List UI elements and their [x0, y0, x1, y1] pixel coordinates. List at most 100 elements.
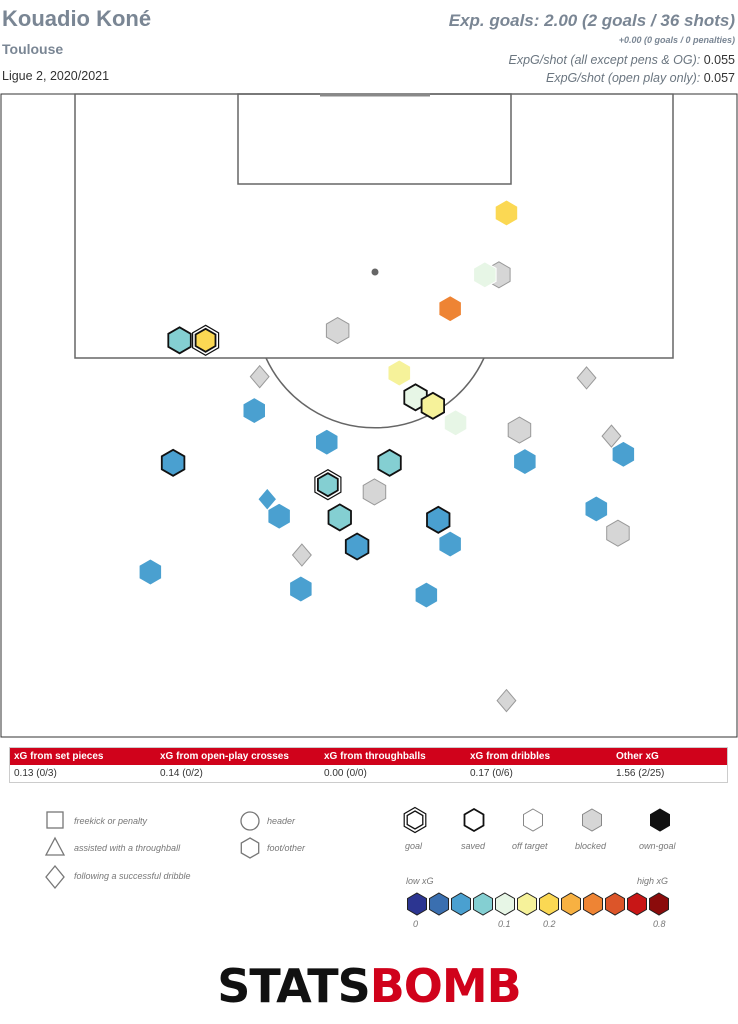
statsbomb-logo: STATSBOMB — [0, 958, 738, 1014]
xg-breakdown-value-row: 0.13 (0/3) 0.14 (0/2) 0.00 (0/0) 0.17 (0… — [10, 765, 727, 783]
pitch-outline — [0, 93, 738, 738]
xg-scale-swatch-2 — [451, 892, 471, 916]
shot-marker-4 — [325, 317, 350, 345]
xg-per-shot-open-play-label: ExpG/shot (open play only): — [545, 71, 701, 85]
shot-marker-3 — [438, 295, 462, 323]
legend: freekick or penalty assisted with a thro… — [44, 806, 677, 929]
shot-marker-34 — [414, 581, 439, 609]
triangle-icon — [44, 836, 66, 856]
competition-label: Ligue 2, 2020/2021 — [2, 69, 110, 83]
xg-scale-swatch-5 — [517, 892, 537, 916]
shot-marker-25 — [267, 502, 291, 530]
shot-map — [0, 93, 738, 738]
penalty-arc — [265, 357, 485, 429]
xg-per-shot-all-label: ExpG/shot (all except pens & OG): — [508, 53, 701, 67]
six-yard-box — [237, 93, 512, 185]
xg-scale-swatch-9 — [605, 892, 625, 916]
legend-own-goal-label: own-goal — [639, 841, 677, 851]
logo-part-bomb: BOMB — [369, 959, 522, 1013]
player-name: Kouadio Koné — [2, 6, 152, 31]
shot-marker-31 — [291, 543, 312, 567]
legend-high-xg-label: high xG — [637, 876, 668, 886]
shot-marker-26 — [327, 503, 352, 532]
shot-marker-16 — [315, 428, 339, 456]
legend-low-xg-label: low xG — [406, 876, 434, 886]
shot-marker-21 — [316, 472, 339, 498]
shot-marker-14 — [507, 416, 532, 444]
scale-label-0.1: 0.1 — [498, 919, 511, 929]
hexagon-icon — [240, 837, 260, 859]
shot-marker-20 — [377, 448, 402, 477]
shot-marker-6 — [194, 327, 217, 353]
shot-marker-18 — [513, 448, 537, 476]
legend-saved-marker — [463, 807, 485, 833]
pitch-markings — [0, 93, 738, 738]
shot-marker-15 — [601, 424, 622, 448]
shot-marker-0 — [494, 199, 519, 227]
scale-label-0.8: 0.8 — [653, 919, 666, 929]
xg-breakdown-header-row: xG from set pieces xG from open-play cro… — [10, 748, 727, 765]
xg-scale-swatch-1 — [429, 892, 449, 916]
shot-marker-28 — [606, 519, 630, 547]
shot-marker-29 — [438, 530, 462, 558]
shot-marker-8 — [249, 364, 270, 389]
xg-scale-swatch-10 — [627, 892, 647, 916]
breakdown-value-throughballs: 0.00 (0/0) — [324, 768, 367, 779]
legend-off-target-label: off target — [512, 841, 548, 851]
breakdown-value-set-pieces: 0.13 (0/3) — [14, 768, 57, 779]
legend-own-goal-marker — [650, 808, 670, 832]
breakdown-value-crosses: 0.14 (0/2) — [160, 768, 203, 779]
shot-marker-5 — [167, 326, 192, 355]
xg-penalties: +0.00 (0 goals / 0 penalties) — [618, 35, 735, 45]
xg-scale-swatch-11 — [649, 892, 669, 916]
shot-marker-19 — [160, 448, 186, 477]
xg-scale-swatch-7 — [561, 892, 581, 916]
scale-label-0.2: 0.2 — [543, 919, 556, 929]
legend-blocked-marker — [582, 808, 602, 832]
xg-per-shot-open-play-value: 0.057 — [703, 71, 735, 85]
square-icon — [46, 811, 64, 829]
shot-marker-23 — [257, 487, 278, 511]
shot-marker-35 — [496, 688, 517, 713]
xg-breakdown-table: xG from set pieces xG from open-play cro… — [9, 747, 728, 783]
shot-marker-27 — [426, 505, 451, 534]
xg-scale-swatch-8 — [583, 892, 603, 916]
outcome-legend — [403, 806, 670, 834]
xg-scale-swatch-4 — [495, 892, 515, 916]
breakdown-value-dribbles: 0.17 (0/6) — [470, 768, 513, 779]
legend-throughball-label: assisted with a throughball — [74, 843, 181, 853]
shot-marker-13 — [443, 409, 468, 437]
xg-per-shot-all: ExpG/shot (all except pens & OG): 0.055 — [508, 53, 735, 67]
legend-blocked-label: blocked — [575, 841, 607, 851]
xg-scale-swatch-6 — [539, 892, 559, 916]
shot-marker-32 — [138, 558, 163, 586]
shots-layer — [138, 199, 636, 713]
breakdown-value-other: 1.56 (2/25) — [616, 768, 665, 779]
scale-label-0: 0 — [413, 919, 418, 929]
shot-marker-22 — [362, 478, 387, 506]
diamond-icon — [45, 864, 65, 890]
xg-scale-swatch-3 — [473, 892, 493, 916]
shot-marker-9 — [576, 366, 597, 390]
team-name: Toulouse — [2, 41, 64, 57]
shot-marker-17 — [611, 440, 636, 468]
shot-marker-24 — [584, 495, 609, 523]
penalty-area — [74, 93, 674, 359]
xg-colour-scale — [407, 892, 669, 916]
logo-part-stats: STATS — [217, 959, 370, 1013]
xg-per-shot-all-value: 0.055 — [703, 53, 735, 67]
shot-marker-33 — [289, 575, 313, 603]
shot-marker-7 — [387, 359, 412, 387]
legend-foot-label: foot/other — [267, 843, 306, 853]
legend-freekick-label: freekick or penalty — [74, 816, 148, 826]
breakdown-header-throughballs: xG from throughballs — [324, 751, 426, 762]
xg-scale-swatch-0 — [407, 892, 427, 916]
legend-goal-marker — [406, 810, 424, 830]
xg-per-shot-open-play: ExpG/shot (open play only): 0.057 — [546, 71, 735, 85]
breakdown-header-dribbles: xG from dribbles — [470, 751, 551, 762]
legend-off-target-marker — [523, 808, 543, 832]
shot-marker-11 — [420, 391, 446, 420]
legend-dribble-label: following a successful dribble — [74, 871, 191, 881]
circle-icon — [240, 811, 260, 831]
penalty-spot — [371, 268, 379, 276]
